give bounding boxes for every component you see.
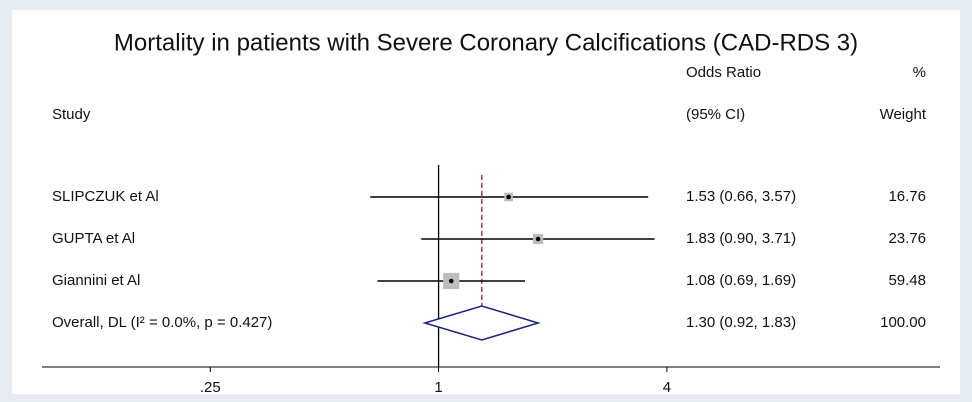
weight-label: 59.48 [888, 272, 926, 289]
x-tick-label: 4 [663, 379, 671, 396]
header: (95% CI) [686, 106, 745, 123]
header: Weight [880, 106, 927, 123]
study-label: SLIPCZUK et Al [52, 188, 159, 205]
point-estimate [535, 236, 541, 242]
study-label: Overall, DL (I² = 0.0%, p = 0.427) [52, 314, 272, 331]
header: Study [52, 106, 91, 123]
point-estimate [448, 278, 454, 284]
x-tick-label: .25 [200, 379, 221, 396]
header: Odds Ratio [686, 64, 761, 81]
weight-label: 23.76 [888, 230, 926, 247]
ci-label: 1.30 (0.92, 1.83) [686, 314, 796, 331]
ci-label: 1.53 (0.66, 3.57) [686, 188, 796, 205]
overall-diamond [422, 305, 541, 341]
study-label: GUPTA et Al [52, 230, 135, 247]
point-estimate [506, 194, 511, 200]
chart-title: Mortality in patients with Severe Corona… [114, 29, 858, 56]
ci-label: 1.08 (0.69, 1.69) [686, 272, 796, 289]
x-tick-label: 1 [434, 379, 442, 396]
weight-label: 16.76 [888, 188, 926, 205]
ci-label: 1.83 (0.90, 3.71) [686, 230, 796, 247]
weight-label: 100.00 [880, 314, 926, 331]
header: % [913, 64, 926, 81]
study-label: Giannini et Al [52, 272, 140, 289]
